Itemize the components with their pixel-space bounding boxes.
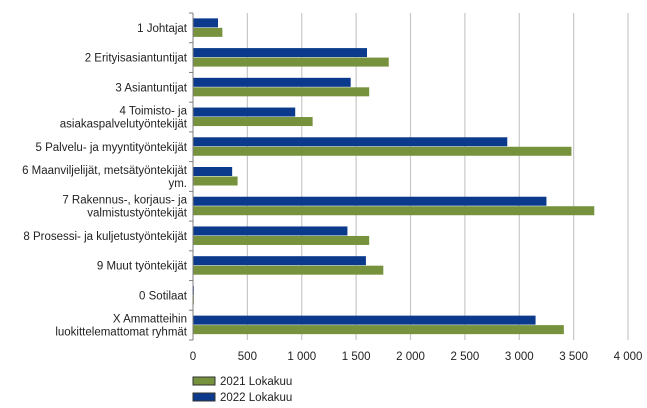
x-tick-label: 0	[190, 351, 196, 363]
x-tick-label: 3 500	[559, 351, 588, 363]
x-tick-label: 3 000	[505, 351, 534, 363]
bar-series2-4	[193, 146, 572, 156]
bar-series1-5	[193, 167, 233, 176]
gridlines	[246, 13, 629, 340]
bar-series1-8	[193, 256, 366, 266]
legend-label: 2021 Lokakuu	[220, 376, 292, 388]
bar-series1-1	[193, 48, 367, 58]
x-tick-label: 4 000	[614, 351, 643, 363]
category-label: 6 Maanviljelijät, metsätyöntekijät ym.	[22, 165, 188, 190]
category-label: 8 Prosessi- ja kuljetustyöntekijät	[23, 231, 187, 243]
bar-series2-0	[193, 27, 223, 37]
legend: 2021 Lokakuu 2022 Lokakuu	[192, 376, 292, 404]
bar-series1-2	[193, 77, 351, 87]
x-tick-label: 1 000	[287, 351, 316, 363]
x-tick-label: 2 500	[450, 351, 479, 363]
category-label: 1 Johtajat	[137, 23, 188, 35]
bar-series1-6	[193, 196, 547, 206]
category-label: 3 Asiantuntijat	[115, 82, 187, 94]
axes	[189, 12, 194, 341]
bar-series2-2	[193, 87, 370, 97]
bar-series1-4	[193, 137, 508, 147]
bar-series2-1	[193, 57, 389, 67]
category-label: 9 Muut työntekijät	[97, 261, 188, 273]
category-labels: 1 Johtajat 2 Erityisasiantuntijat 3 Asiant…	[22, 23, 188, 339]
bar-series1-0	[193, 18, 219, 28]
category-label: X Ammatteihin luokittelemattomat ryhmät	[55, 314, 187, 339]
category-label: 4 Toimisto- ja asiakaspalvelutyöntekijät	[60, 106, 188, 131]
x-tick-label: 2 000	[396, 351, 425, 363]
category-label: 0 Sotilaat	[139, 290, 188, 302]
bar-series2-6	[193, 206, 595, 216]
category-label: 2 Erityisasiantuntijat	[85, 53, 188, 65]
bar-series1-10	[193, 315, 536, 325]
bar-series2-3	[193, 117, 313, 127]
bar-series2-7	[193, 235, 370, 245]
bar-series1-3	[193, 107, 296, 117]
category-label: 7 Rakennus-, korjaus- ja valmistustyöntek…	[62, 195, 187, 220]
x-tick-label: 500	[238, 351, 257, 363]
legend-swatch	[192, 376, 216, 386]
bar-series2-5	[193, 176, 238, 186]
bars	[193, 18, 595, 335]
legend-label: 2022 Lokakuu	[220, 392, 292, 403]
x-tick-label: 1 500	[342, 351, 371, 363]
category-label: 5 Palvelu- ja myyntityöntekijät	[36, 142, 188, 154]
bar-series1-7	[193, 226, 348, 236]
legend-swatch	[192, 392, 216, 402]
bar-series2-10	[193, 325, 564, 335]
x-tick-labels: 0 500 1 000 1 500 2 000 2 500 3 000 3 500 4 000	[190, 351, 643, 363]
bar-series2-8	[193, 265, 384, 275]
